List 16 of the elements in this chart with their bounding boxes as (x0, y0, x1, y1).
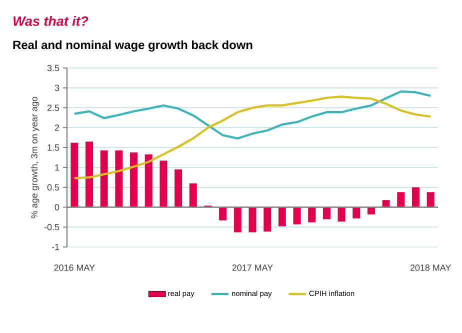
x-tick-label: 2017 MAY (232, 264, 273, 271)
y-tick-label: 2.5 (47, 104, 60, 111)
y-tick-label: 2 (54, 124, 60, 131)
y-tick-label: 0.5 (47, 184, 60, 191)
x-tick-label: 2016 MAY (54, 264, 95, 271)
y-tick-label: 3.5 (47, 64, 60, 72)
y-tick-label: -0.5 (44, 224, 60, 230)
chart-title: Was that it? (14, 16, 88, 26)
y-tick-label: -1 (52, 244, 60, 250)
x-tick-label: 2018 MAY (410, 264, 451, 271)
y-tick-label: 3 (54, 84, 60, 92)
y-tick-label: 0 (54, 204, 60, 210)
y-axis-title: % age growth, 3m on year ago (30, 96, 40, 218)
y-tick-label: 1.5 (48, 144, 60, 151)
y-tick-label: 1 (55, 164, 60, 171)
chart-subtitle: Real and nominal wage growth back down (13, 40, 252, 52)
